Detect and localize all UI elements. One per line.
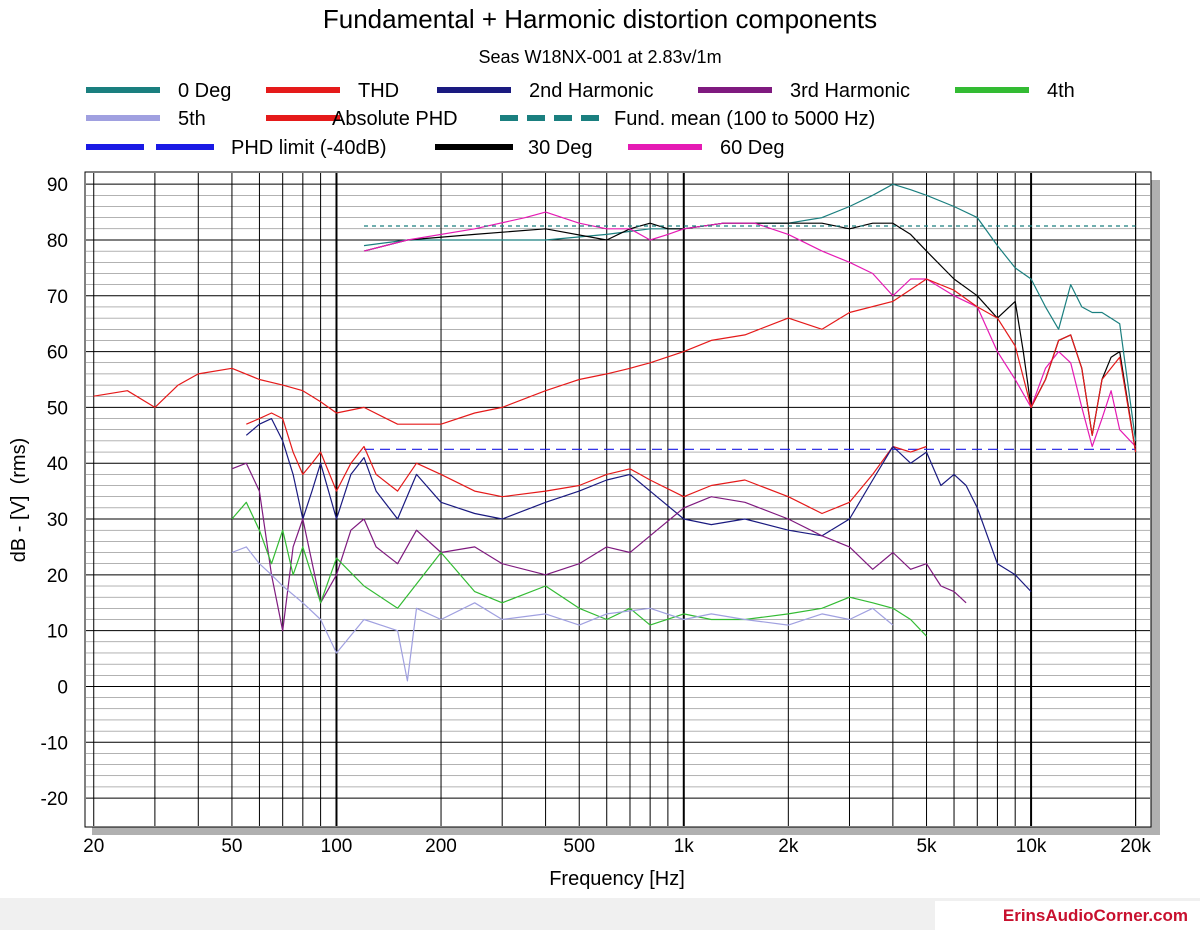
legend-item-2nd-harmonic: 2nd Harmonic <box>437 80 654 102</box>
series-layer <box>93 183 1137 682</box>
y-tick-label: -20 <box>41 789 68 810</box>
series-0-deg <box>363 183 1137 441</box>
y-tick-label: 90 <box>47 175 68 196</box>
x-tick-label: 500 <box>563 836 595 857</box>
y-tick-label: 10 <box>47 622 68 643</box>
legend-label: 4th <box>1047 80 1075 102</box>
x-tick-label: 100 <box>321 836 353 857</box>
y-tick-label: 20 <box>47 566 68 587</box>
y-tick-label: 0 <box>57 677 68 698</box>
legend-label: 5th <box>178 108 206 130</box>
series-2nd-harmonic <box>245 418 1032 593</box>
x-tick-label: 1k <box>674 836 695 857</box>
plot-grid <box>86 173 1150 826</box>
legend-item-fund-mean-100-to-5000-hz: Fund. mean (100 to 5000 Hz) <box>500 108 875 130</box>
legend-item-60-deg: 60 Deg <box>628 137 785 159</box>
y-tick-label: -10 <box>41 733 68 754</box>
legend-label: Absolute PHD <box>332 108 458 130</box>
x-tick-label: 2k <box>778 836 799 857</box>
legend-label: PHD limit (-40dB) <box>231 137 387 159</box>
y-tick-label: 50 <box>47 398 68 419</box>
y-tick-label: 70 <box>47 287 68 308</box>
series-5th <box>231 546 894 682</box>
distortion-chart: Fundamental + Harmonic distortion compon… <box>8 4 1160 890</box>
legend-item-phd-limit-40db: PHD limit (-40dB) <box>86 137 387 159</box>
legend-label: 60 Deg <box>720 137 785 159</box>
legend-label: Fund. mean (100 to 5000 Hz) <box>614 108 875 130</box>
legend-label: THD <box>358 80 399 102</box>
legend-item-30-deg: 30 Deg <box>435 137 593 159</box>
x-tick-label: 50 <box>221 836 242 857</box>
y-tick-label: 80 <box>47 231 68 252</box>
y-tick-label: 60 <box>47 343 68 364</box>
legend-item-0-deg: 0 Deg <box>86 80 231 102</box>
legend-label: 2nd Harmonic <box>529 80 654 102</box>
series-4th <box>231 501 927 637</box>
y-tick-label: 30 <box>47 510 68 531</box>
y-tick-label: 40 <box>47 454 68 475</box>
legend-item-3rd-harmonic: 3rd Harmonic <box>698 80 910 102</box>
x-tick-label: 5k <box>916 836 937 857</box>
x-tick-label: 20 <box>83 836 104 857</box>
footer-box <box>935 901 1200 930</box>
x-tick-label: 10k <box>1016 836 1047 857</box>
plot-area <box>84 171 1152 828</box>
series-3rd-harmonic <box>231 462 967 632</box>
legend-item-absolute-phd: Absolute PHD <box>266 108 458 130</box>
legend-item-5th: 5th <box>86 108 206 130</box>
legend-item-4th: 4th <box>955 80 1075 102</box>
chart-title: Fundamental + Harmonic distortion compon… <box>323 4 877 34</box>
x-axis-label: Frequency [Hz] <box>549 868 685 890</box>
x-tick-label: 200 <box>425 836 457 857</box>
series-60-deg <box>363 211 1137 448</box>
x-tick-label: 20k <box>1120 836 1151 857</box>
y-axis-label: dB - [V] (rms) <box>8 438 30 562</box>
chart-subtitle: Seas W18NX-001 at 2.83v/1m <box>478 47 721 67</box>
chart-legend: 0 Deg THD 2nd Harmonic 3rd Harmonic 4th 5th Ab… <box>86 80 1075 159</box>
legend-label: 30 Deg <box>528 137 593 159</box>
legend-label: 0 Deg <box>178 80 231 102</box>
legend-item-thd: THD <box>266 80 399 102</box>
series-thd <box>246 412 927 515</box>
watermark: ErinsAudioCorner.com <box>1002 906 1188 925</box>
series-absolute-phd <box>93 278 1137 453</box>
legend-label: 3rd Harmonic <box>790 80 910 102</box>
